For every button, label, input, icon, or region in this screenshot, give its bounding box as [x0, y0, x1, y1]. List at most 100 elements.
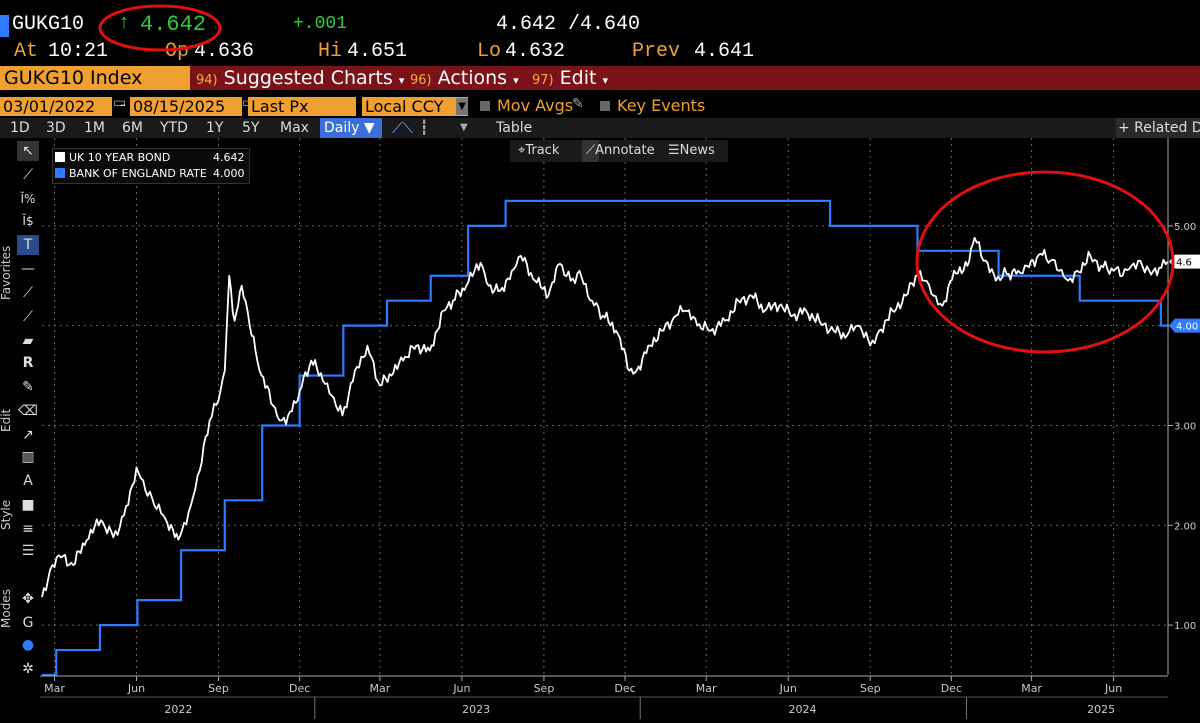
track-button[interactable]: ⌖ Track [518, 140, 559, 162]
chart-grid [42, 138, 1168, 675]
end-date-input[interactable]: 08/15/2025 [130, 97, 242, 116]
price-change: +.001 [293, 14, 348, 34]
line-style-icon[interactable]: ☰ [21, 543, 35, 559]
mov-avgs-checkbox[interactable] [480, 101, 490, 111]
frequency-select[interactable]: Daily ▼ [320, 118, 382, 138]
menu-bar: GUKG10 Index 94) Suggested Charts ▾ 96) … [0, 66, 1200, 90]
legend-rate-value: 4.000 [213, 167, 245, 180]
frequency-value: Daily [324, 120, 360, 136]
modes-label[interactable]: Modes [0, 589, 13, 628]
style-label[interactable]: Style [0, 499, 13, 530]
hline-tool-icon[interactable]: — [21, 261, 35, 277]
chevron-down-icon: ▾ [398, 74, 405, 87]
yield-chart[interactable]: 1.00 2.00 3.00 4.00 5.00 Mar Jun Sep Dec Mar Jun Se… [0, 138, 1200, 723]
series-uk10y-line [41, 236, 1169, 598]
quote-header: GUKG10 ↑ 4.642 +.001 4.642 /4.640 [0, 10, 1200, 40]
ray-tool-icon[interactable]: ⟋ [23, 309, 33, 325]
legend-swatch-rate [55, 168, 65, 178]
line-tool-icon[interactable]: ⟋ [23, 167, 33, 183]
suggested-charts-menu[interactable]: 94) Suggested Charts ▾ [196, 66, 404, 90]
percent-tool-icon[interactable]: Ĭ% [20, 192, 36, 206]
end-date-value: 08/15/2025 [133, 97, 226, 116]
y-tick-label: 3.00 [1174, 421, 1196, 432]
pen-icon[interactable]: ✎ [22, 379, 34, 395]
at-label: At [14, 40, 39, 63]
field-value: Last Px [251, 97, 309, 116]
x-tick-label: Dec [289, 682, 310, 695]
chart-legend: UK 10 YEAR BOND 4.642 BANK OF ENGLAND RA… [52, 148, 250, 184]
annotations [915, 170, 1175, 354]
y-tick-label: 5.00 [1174, 222, 1196, 233]
drawing-toolbar: ↖ ⟋ Ĭ% Ĭ$ T — ⟋ ⟋ ▰ R ✎ ⌫ ↗ ▥ A ■ ≡ ☰ ✥ … [17, 141, 41, 681]
x-tick-label: Mar [44, 682, 65, 695]
period-button-1d[interactable]: 1D [10, 120, 30, 136]
trash-icon[interactable]: ▥ [21, 449, 35, 465]
range-tool-icon[interactable]: Ĭ$ [22, 214, 34, 228]
edit-side-label[interactable]: Edit [0, 408, 13, 432]
ticker[interactable]: GUKG10 [12, 13, 85, 36]
annotate-button[interactable]: ⟋ Annotate [582, 140, 655, 162]
x-tick-label: Dec [614, 682, 635, 695]
favorites-label[interactable]: Favorites [0, 245, 13, 300]
chevron-down-icon: ▾ [513, 74, 519, 87]
trend-tool-icon[interactable]: ⟋ [23, 285, 33, 301]
magnet-icon[interactable]: G [22, 615, 34, 631]
news-label: News [679, 143, 715, 158]
up-arrow-icon: ↑ [118, 12, 131, 35]
security-field[interactable]: GUKG10 Index [0, 66, 190, 90]
candle-icon[interactable]: ┇ [420, 120, 429, 136]
legend-yield[interactable]: UK 10 YEAR BOND 4.642 [55, 150, 245, 165]
pencil-icon[interactable]: ✎ [572, 96, 584, 112]
mov-avgs-label: Mov Avgs [497, 96, 574, 115]
series-bank-rate-line [42, 199, 1168, 677]
key-events-checkbox[interactable] [600, 101, 610, 111]
period-button-6m[interactable]: 6M [122, 120, 143, 136]
chevron-down-icon[interactable]: ▼ [456, 98, 468, 115]
period-button-1m[interactable]: 1M [84, 120, 105, 136]
line-chart-icon[interactable]: ⟋⟍ [392, 119, 414, 137]
period-button-1y[interactable]: 1Y [206, 120, 224, 136]
period-button-max[interactable]: Max [280, 120, 309, 136]
calendar-icon[interactable]: ▭ [113, 95, 127, 111]
currency-select[interactable]: Local CCY [362, 97, 468, 116]
gear-icon[interactable]: ✲ [22, 661, 34, 677]
track-label: Track [525, 143, 560, 158]
annotation-ellipse [915, 170, 1175, 354]
legend-rate[interactable]: BANK OF ENGLAND RATE 4.000 [55, 166, 245, 181]
year-label: 2025 [1087, 703, 1115, 716]
chevron-down-icon[interactable]: ▼ [460, 122, 468, 133]
cursor-icon[interactable]: ↖ [17, 141, 39, 161]
text-tool-icon[interactable]: T [17, 235, 39, 255]
suggested-num: 94) [196, 73, 218, 88]
chevron-down-icon: ▾ [602, 74, 609, 87]
font-icon[interactable]: A [23, 473, 33, 489]
regression-tool-icon[interactable]: R [22, 355, 34, 371]
color-icon[interactable]: ■ [21, 497, 35, 513]
eraser-icon[interactable]: ⌫ [18, 403, 38, 419]
edit-label: Edit [559, 67, 597, 89]
channel-tool-icon[interactable]: ▰ [22, 333, 34, 349]
select-icon[interactable]: ↗ [22, 427, 34, 443]
y-tick-label: 1.00 [1174, 621, 1196, 632]
mode-icon[interactable]: ● [21, 637, 35, 653]
actions-menu[interactable]: 96) Actions ▾ [410, 66, 519, 90]
start-date-input[interactable]: 03/01/2022 [0, 97, 112, 116]
suggested-label: Suggested Charts [223, 67, 393, 89]
hi-label: Hi [318, 40, 343, 63]
x-tick-label: Jun [452, 682, 470, 695]
x-tick-label: Jun [1104, 682, 1122, 695]
table-button[interactable]: Table [496, 120, 533, 136]
news-button[interactable]: ☰ News [668, 140, 715, 162]
edit-menu[interactable]: 97) Edit ▾ [532, 66, 608, 90]
period-button-5y[interactable]: 5Y [242, 120, 260, 136]
period-button-ytd[interactable]: YTD [160, 120, 188, 136]
period-button-3d[interactable]: 3D [46, 120, 66, 136]
related-button[interactable]: + Related D [1116, 118, 1200, 138]
chart-overlay-toolbar: ⌖ Track ⟋ Annotate ☰ News [510, 140, 728, 162]
lo-label: Lo [477, 40, 502, 63]
field-select[interactable]: Last Px [248, 97, 356, 116]
line-weight-icon[interactable]: ≡ [22, 521, 34, 537]
header-annotation [98, 4, 222, 52]
actions-label: Actions [437, 67, 508, 89]
crosshair-icon[interactable]: ✥ [22, 591, 34, 607]
